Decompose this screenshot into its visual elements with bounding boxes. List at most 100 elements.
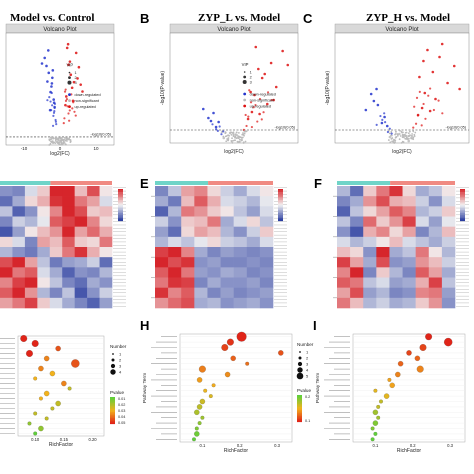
heatmap-cell	[350, 277, 364, 288]
volcano-point	[53, 102, 57, 106]
heatmap-cell	[99, 267, 113, 278]
volcano-point	[47, 49, 50, 52]
heatmap-cell	[0, 297, 13, 309]
heatmap-cell	[428, 196, 443, 207]
volcano-point	[55, 123, 58, 126]
volcano-point	[57, 141, 61, 145]
bubble-legend-number-label: 1	[306, 350, 309, 355]
heatmap-cell	[99, 247, 113, 258]
heatmap-cell	[24, 277, 38, 288]
heatmap-cell	[428, 247, 443, 258]
volcano-point	[426, 48, 429, 52]
heatmap-colorscale-step	[118, 205, 123, 207]
heatmap-colorscale-step	[460, 189, 465, 191]
heatmap-cell	[220, 216, 234, 227]
volcano-bg-point	[64, 139, 67, 142]
heatmap-groupbar-1	[208, 181, 273, 185]
heatmap-colorscale-step	[460, 200, 465, 202]
volcano-point	[388, 127, 391, 130]
heatmap-cell	[363, 257, 377, 268]
heatmap-cell	[181, 277, 195, 288]
heatmap-cell	[337, 216, 351, 227]
volcano-bg-point	[231, 141, 234, 144]
volcano-bg-point	[232, 131, 235, 134]
bubble-legend-number-dot	[297, 367, 303, 373]
heatmap-cell	[259, 287, 274, 299]
heatmap-cell	[363, 297, 377, 309]
bubble-point	[50, 406, 55, 411]
bubble-xtick-2: 0.3	[447, 443, 453, 448]
bubble-point	[33, 376, 38, 381]
bubble-point	[55, 345, 61, 352]
heatmap-cell	[62, 216, 75, 227]
heatmap-cell	[246, 186, 261, 197]
bubble-xtick-0: 0.20	[88, 437, 97, 442]
heatmap-cell	[402, 297, 416, 309]
heatmap-groupbar-1	[155, 181, 209, 185]
heatmap-cell	[24, 186, 38, 197]
heatmap-colorscale-step	[118, 193, 123, 196]
heatmap-cell	[220, 297, 234, 309]
bubble-point	[200, 415, 205, 420]
heatmap-cell	[194, 247, 208, 258]
volcano-point	[429, 87, 432, 90]
bubble-point	[211, 383, 216, 388]
volcano-ylabel-2: -log10(P-value)	[325, 71, 331, 106]
volcano-point	[51, 69, 55, 72]
heatmap-cell	[99, 297, 113, 309]
volcano-point	[281, 49, 284, 53]
volcano-point	[50, 85, 53, 88]
heatmap-cell	[49, 247, 63, 258]
bubble-point	[376, 404, 381, 409]
volcano-bg-point	[394, 136, 397, 139]
volcano-point	[434, 97, 437, 101]
volcano-point	[64, 103, 67, 107]
heatmap-cell	[168, 186, 182, 197]
bubble-point	[198, 365, 206, 373]
heatmap-cell	[415, 287, 430, 299]
bubble-point	[192, 437, 196, 442]
heatmap-cell	[246, 236, 261, 248]
bubble-point	[43, 355, 50, 362]
heatmap-cell	[168, 277, 182, 288]
heatmap-cell	[428, 226, 443, 238]
heatmap-cell	[181, 216, 195, 227]
heatmap-cell	[233, 216, 248, 227]
bubble-legend-pvalue-step	[297, 402, 302, 405]
heatmap-cell	[49, 297, 63, 309]
bubble-point	[383, 393, 390, 399]
heatmap-colorscale-step	[118, 217, 123, 220]
volcano-point	[369, 92, 373, 96]
volcano-legend-status-label: down-regulated	[74, 93, 100, 97]
heatmap-cell	[0, 287, 13, 299]
heatmap-cell	[74, 247, 88, 258]
volcano-point	[257, 67, 260, 71]
bubble-legend-pvalue-step	[297, 408, 302, 411]
heatmap-cell	[0, 196, 13, 207]
heatmap-cell	[194, 206, 208, 217]
heatmap-cell	[233, 297, 248, 309]
volcano-point	[392, 138, 396, 142]
bubble-legend-number-dot	[110, 369, 116, 375]
bubble-point	[397, 361, 404, 367]
volcano-point	[214, 125, 218, 129]
volcano-point	[422, 102, 425, 106]
heatmap-cell	[220, 257, 234, 268]
bubble-point	[370, 426, 375, 431]
heatmap-cell	[363, 247, 377, 258]
heatmap-cell	[415, 267, 430, 278]
bubble-legend-pvalue-title-1: Pvalue	[297, 388, 311, 393]
heatmap-cell	[233, 226, 248, 238]
heatmap-cell	[87, 226, 100, 238]
bubble-legend-number-dot	[297, 361, 303, 367]
volcano-legend-size-dot	[243, 75, 247, 79]
panel-title-c: ZYP_H vs. Model	[366, 12, 451, 24]
bubble-point	[372, 420, 379, 426]
heatmap-cell	[376, 236, 390, 248]
bubble-legend-number-label: 4	[119, 370, 122, 375]
panel-letter-c: C	[303, 11, 313, 26]
heatmap-cell	[87, 287, 100, 299]
volcano-point	[65, 98, 69, 101]
heatmap-colorscale-step	[460, 214, 465, 217]
bubble-point	[33, 431, 38, 436]
